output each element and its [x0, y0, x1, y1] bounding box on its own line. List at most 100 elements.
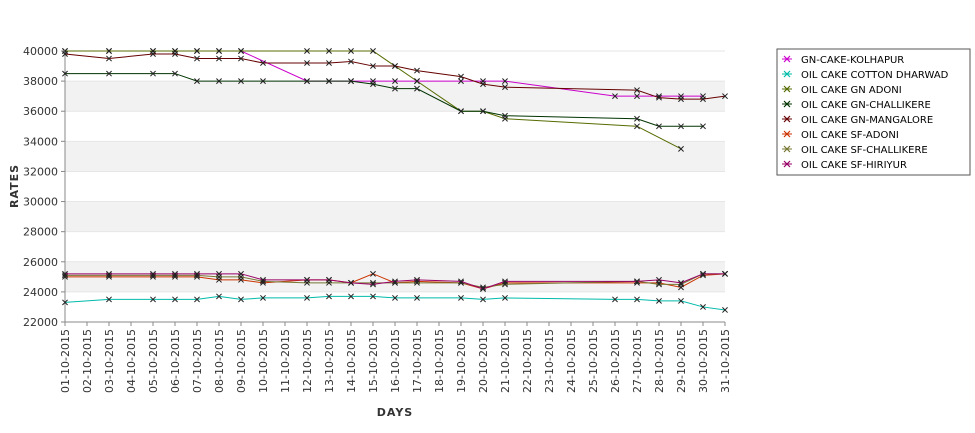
data-point — [370, 270, 376, 277]
data-point — [370, 81, 376, 88]
legend: GN-CAKE-KOLHAPUR OIL CAKE COTTON DHARWAD O… — [776, 48, 971, 176]
data-point — [634, 115, 640, 122]
data-point — [194, 270, 200, 277]
x-tick-label: 17-10-2015 — [411, 329, 424, 393]
data-point — [238, 48, 244, 54]
data-point — [634, 278, 640, 285]
data-point — [458, 78, 464, 85]
data-point — [678, 123, 684, 130]
data-point — [612, 93, 618, 100]
data-point — [260, 276, 266, 283]
data-point — [260, 78, 266, 85]
data-point — [480, 108, 486, 115]
legend-label: OIL CAKE GN-CHALLIKERE — [801, 100, 931, 111]
data-point — [392, 85, 398, 92]
data-point — [348, 293, 354, 300]
data-point — [458, 278, 464, 285]
data-point — [172, 70, 178, 77]
x-tick-label: 15-10-2015 — [367, 329, 380, 393]
legend-marker — [783, 130, 791, 138]
data-point — [194, 48, 200, 54]
data-point — [62, 51, 68, 57]
data-point — [502, 112, 508, 119]
data-point — [106, 270, 112, 277]
x-tick-label: 18-10-2015 — [433, 329, 446, 393]
x-tick-label: 29-10-2015 — [675, 329, 688, 393]
data-point — [238, 270, 244, 277]
series-line — [65, 273, 725, 288]
data-point — [458, 108, 464, 115]
data-point — [106, 70, 112, 77]
data-point — [326, 78, 332, 85]
data-point — [326, 293, 332, 300]
data-point — [62, 299, 68, 306]
legend-label: GN-CAKE-KOLHAPUR — [801, 55, 904, 66]
data-point — [194, 78, 200, 85]
grid-band — [65, 201, 725, 232]
x-tick-label: 09-10-2015 — [235, 329, 248, 393]
data-point — [480, 296, 486, 303]
data-point — [194, 55, 200, 62]
y-tick-label: 30000 — [23, 196, 58, 209]
legend-label: OIL CAKE GN-MANGALORE — [801, 115, 933, 126]
x-tick-label: 22-10-2015 — [521, 329, 534, 393]
y-tick-label: 34000 — [23, 135, 58, 148]
x-tick-label: 26-10-2015 — [609, 329, 622, 393]
data-point — [656, 297, 662, 304]
grid-band — [65, 141, 725, 172]
data-point — [348, 58, 354, 65]
data-point — [370, 281, 376, 288]
x-tick-label: 06-10-2015 — [169, 329, 182, 393]
x-tick-label: 03-10-2015 — [103, 329, 116, 393]
x-tick-label: 27-10-2015 — [631, 329, 644, 393]
data-point — [194, 296, 200, 303]
tick-labels: 22000 24000 26000 28000 30000 32000 34000 36000… — [23, 45, 732, 393]
data-point — [172, 296, 178, 303]
y-tick-label: 22000 — [23, 316, 58, 329]
x-tick-label: 21-10-2015 — [499, 329, 512, 393]
x-axis-title: DAYS — [377, 406, 413, 419]
x-tick-label: 01-10-2015 — [59, 329, 72, 393]
data-point — [150, 296, 156, 303]
x-tick-label: 10-10-2015 — [257, 329, 270, 393]
data-point — [326, 276, 332, 283]
data-point — [304, 276, 310, 283]
series-group — [62, 293, 728, 313]
data-point — [678, 279, 684, 286]
legend-marker — [783, 85, 791, 93]
data-point — [216, 78, 222, 85]
data-point — [326, 48, 332, 54]
y-tick-label: 38000 — [23, 75, 58, 88]
x-tick-label: 02-10-2015 — [81, 329, 94, 393]
x-tick-label: 14-10-2015 — [345, 329, 358, 393]
data-point — [502, 294, 508, 301]
data-point — [634, 87, 640, 94]
data-point — [678, 297, 684, 304]
data-point — [678, 96, 684, 103]
series-lines — [62, 48, 728, 313]
legend-box — [776, 48, 971, 176]
series-line — [64, 53, 726, 100]
legend-label: OIL CAKE SF-ADONI — [801, 130, 899, 141]
x-tick-label: 07-10-2015 — [191, 329, 204, 393]
data-point — [62, 270, 68, 277]
data-point — [502, 278, 508, 285]
data-point — [414, 67, 420, 74]
data-point — [700, 123, 706, 130]
x-tick-label: 12-10-2015 — [301, 329, 314, 393]
data-point — [392, 78, 398, 85]
x-tick-label: 23-10-2015 — [543, 329, 556, 393]
data-point — [458, 294, 464, 301]
data-point — [678, 145, 684, 152]
data-point — [480, 284, 486, 291]
y-axis-title: RATES — [8, 164, 21, 208]
legend-marker — [783, 100, 791, 108]
data-point — [634, 123, 640, 130]
series-group — [62, 70, 706, 130]
data-point — [326, 60, 332, 66]
legend-marker — [783, 115, 791, 123]
y-tick-label: 32000 — [23, 165, 58, 178]
x-tick-label: 28-10-2015 — [653, 329, 666, 393]
